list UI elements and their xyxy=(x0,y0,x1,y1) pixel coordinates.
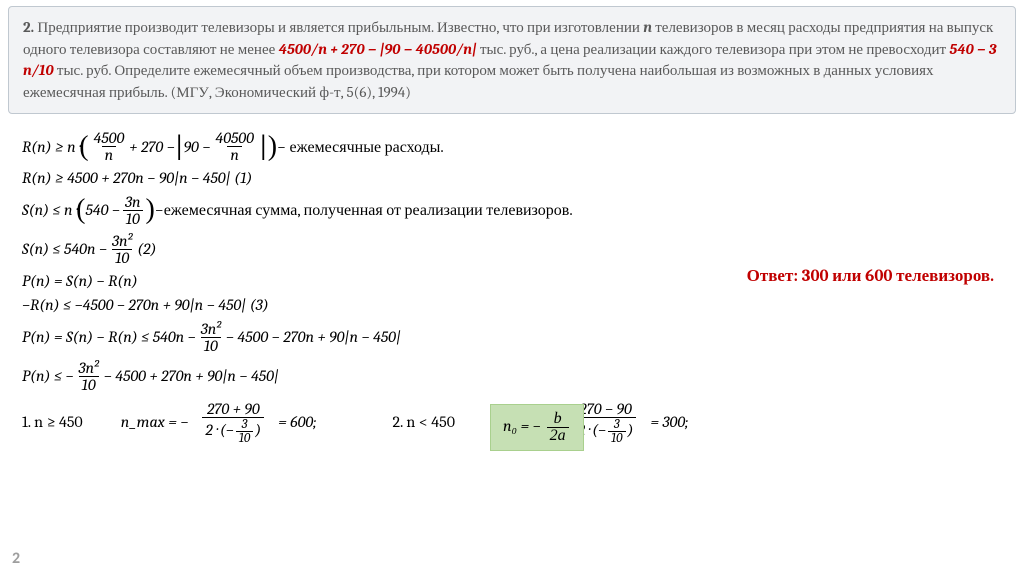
problem-text-3: тыс. руб., а цена реализации каждого тел… xyxy=(477,40,950,58)
line-6: −R(n) ≤ −4500 − 270n + 90|n − 450| (3) xyxy=(22,296,269,314)
case1-cond: 1. n ≥ 450 xyxy=(22,413,83,431)
problem-text-1: Предприятие производит телевизоры и явля… xyxy=(37,18,643,36)
problem-text-4: тыс. руб. Определите ежемесячный объем п… xyxy=(23,61,934,101)
l1-comment: − ежемесячные расходы. xyxy=(277,138,444,156)
problem-statement: 2. Предприятие производит телевизоры и я… xyxy=(8,6,1016,114)
line-5: P(n) = S(n) − R(n) xyxy=(22,272,138,290)
page-number: 2 xyxy=(12,549,20,568)
problem-number: 2. xyxy=(23,18,34,36)
n-variable: n xyxy=(643,18,652,36)
case1-result: = 600; xyxy=(278,413,316,431)
case2-result: = 300; xyxy=(650,413,688,431)
solution-area: R(n) ≥ n · ( 4500n + 270 − | 90 − 40500n… xyxy=(0,122,1024,446)
line-7: P(n) = S(n) − R(n) ≤ 540n − 3n²10 − 4500… xyxy=(22,321,1002,354)
l1-lhs: R(n) ≥ n · xyxy=(22,138,79,156)
case2-cond: 2. n < 450 xyxy=(393,413,455,431)
line-3: S(n) ≤ n · ( 540 − 3n10 ) −ежемесячная с… xyxy=(22,194,1002,227)
vertex-formula-highlight: n₀ = − b2a xyxy=(490,404,584,451)
l3-comment: −ежемесячная сумма, полученная от реализ… xyxy=(155,201,573,219)
line-2: R(n) ≥ 4500 + 270n − 90|n − 450| (1) xyxy=(22,169,252,187)
case-1: 1. n ≥ 450 n_max = − 270 + 90 2 · (−310)… xyxy=(22,401,317,445)
line-8: P(n) ≤ − 3n²10 − 4500 + 270n + 90|n − 45… xyxy=(22,360,1002,393)
line-1: R(n) ≥ n · ( 4500n + 270 − | 90 − 40500n… xyxy=(22,130,1002,163)
l1-mid: + 270 − xyxy=(129,138,174,156)
line-4: S(n) ≤ 540n − 3n²10 (2) xyxy=(22,233,1002,266)
cost-formula: 4500/n + 270 − |90 − 40500/n| xyxy=(279,40,477,58)
answer: Ответ: 300 или 600 телевизоров. xyxy=(747,267,994,287)
